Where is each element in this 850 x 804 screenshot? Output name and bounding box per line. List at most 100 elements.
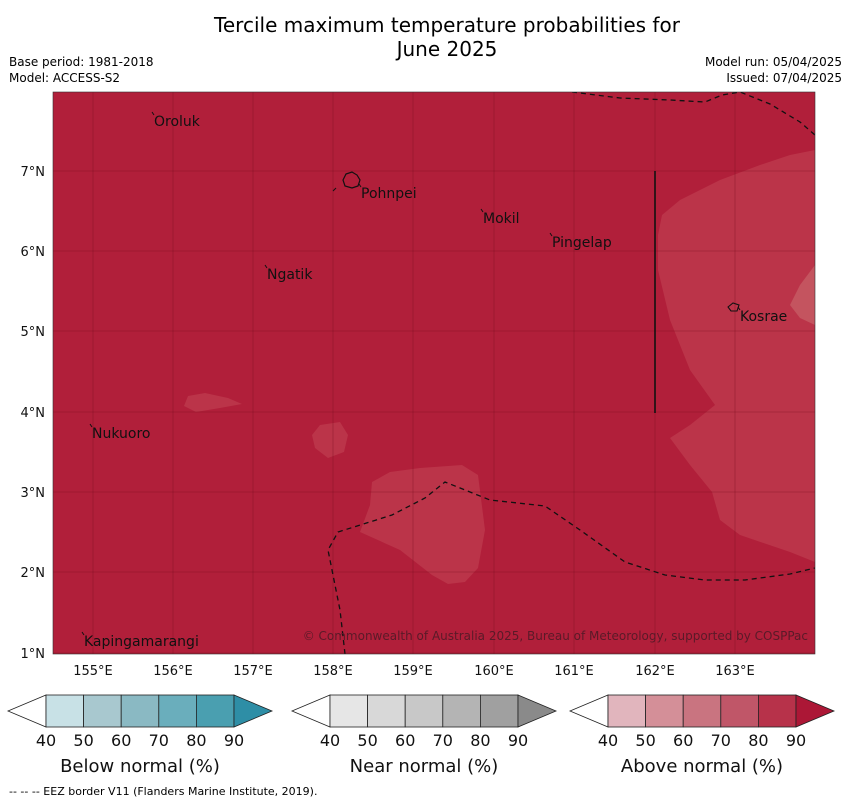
colorbar-tick-label: 80 (748, 731, 768, 750)
place-marker (81, 631, 85, 636)
longitude-tick-label: 163°E (715, 664, 755, 679)
longitude-tick-label: 159°E (393, 664, 433, 679)
place-marker (480, 208, 484, 213)
place-label: Mokil (483, 211, 520, 227)
colorbar-tick-label: 70 (149, 731, 169, 750)
latitude-tick-label: 1°N (21, 647, 46, 662)
colorbar-tick-label: 50 (635, 731, 655, 750)
eez-border-north (571, 92, 815, 136)
colorbar-tick-label: 80 (470, 731, 490, 750)
colorbar-label: Near normal (%) (350, 756, 499, 777)
colorbar-extend-high (517, 694, 558, 728)
latitude-tick-label: 6°N (21, 245, 46, 260)
colorbar: 40 50 60 70 80 90 Near normal (%) (290, 694, 558, 777)
colorbar-segment (158, 694, 197, 728)
copyright-notice: © Commonwealth of Australia 2025, Bureau… (303, 629, 808, 643)
colorbar-tick-label: 90 (508, 731, 528, 750)
latitude-tick-label: 4°N (21, 406, 46, 421)
pohnpei-island-shape (342, 171, 361, 189)
colorbar-tick-label: 50 (357, 731, 377, 750)
map-area: © Commonwealth of Australia 2025, Bureau… (53, 92, 815, 654)
probability-region-east (658, 150, 815, 562)
colorbar-tick-label: 40 (36, 731, 56, 750)
place-label: Kosrae (740, 309, 787, 325)
place-label: Oroluk (154, 114, 201, 130)
longitude-tick-label: 157°E (233, 664, 273, 679)
colorbar-segment (442, 694, 481, 728)
place-marker (358, 183, 362, 188)
meta-left: Base period: 1981-2018 Model: ACCESS-S2 (9, 54, 154, 86)
base-period: Base period: 1981-2018 (9, 55, 154, 69)
colorbar-tick-label: 60 (111, 731, 131, 750)
model-name: Model: ACCESS-S2 (9, 71, 121, 85)
eez-border-south (327, 481, 815, 654)
colorbar-tick-label: 60 (395, 731, 415, 750)
colorbar-segment (758, 694, 797, 728)
colorbar-tick-label: 80 (186, 731, 206, 750)
colorbar-segment (645, 694, 684, 728)
colorbar-tick-label: 50 (73, 731, 93, 750)
chart-title: Tercile maximum temperature probabilitie… (0, 13, 850, 61)
colorbar-segment (479, 694, 519, 728)
colorbar-tick-label: 90 (224, 731, 244, 750)
colorbar-extend-high (233, 694, 274, 728)
longitude-tick-label: 161°E (554, 664, 594, 679)
title-line-1: Tercile maximum temperature probabilitie… (214, 13, 680, 37)
colorbar-extend-low (290, 694, 331, 728)
place-marker (549, 232, 553, 237)
model-run: Model run: 05/04/2025 (704, 55, 842, 69)
latitude-tick-label: 2°N (21, 566, 46, 581)
colorbar-segment (720, 694, 759, 728)
colorbar-tick-label: 70 (433, 731, 453, 750)
place-label: Pingelap (552, 235, 612, 251)
issued-date: Issued: 07/04/2025 (726, 71, 842, 85)
colorbar-segment (83, 694, 122, 728)
probability-region-south (360, 465, 485, 584)
colorbar-extend-low (568, 694, 609, 728)
place-label: Ngatik (267, 267, 313, 283)
title-line-2: June 2025 (396, 37, 498, 61)
colorbar-tick-label: 90 (786, 731, 806, 750)
latitude-tick-label: 3°N (21, 486, 46, 501)
place-label: Nukuoro (92, 426, 150, 442)
place-label: Pohnpei (361, 186, 417, 202)
colorbar-segment (682, 694, 722, 728)
longitude-tick-label: 155°E (73, 664, 113, 679)
meta-right: Model run: 05/04/2025 Issued: 07/04/2025 (705, 54, 842, 86)
colorbar-label: Below normal (%) (60, 756, 220, 777)
probability-region-small-1 (312, 422, 348, 458)
latitude-tick-label: 7°N (21, 165, 46, 180)
colorbar-tick-label: 60 (673, 731, 693, 750)
colorbar-segment (329, 694, 368, 728)
colorbar-tick-label: 70 (711, 731, 731, 750)
colorbar-tick-label: 40 (320, 731, 340, 750)
map-frame (52, 91, 816, 655)
colorbar-segment (120, 694, 160, 728)
colorbar-extend-low (6, 694, 47, 728)
colorbar-extend-high (795, 694, 836, 728)
longitude-tick-label: 160°E (474, 664, 514, 679)
islet-mark (332, 187, 337, 192)
longitude-tick-label: 158°E (313, 664, 353, 679)
longitude-tick-label: 156°E (153, 664, 193, 679)
colorbar-segment (367, 694, 406, 728)
colorbar-segment (404, 694, 444, 728)
latitude-tick-label: 5°N (21, 325, 46, 340)
place-labels: Oroluk Pohnpei Mokil Pingelap Ngatik Kosrae Nu… (81, 111, 787, 650)
place-marker (264, 264, 268, 269)
place-label: Kapingamarangi (84, 634, 199, 650)
probability-region-east-inner (790, 265, 815, 325)
colorbar-label: Above normal (%) (621, 756, 783, 777)
longitude-tick-label: 162°E (635, 664, 675, 679)
colorbar-segment (195, 694, 235, 728)
colorbar-segment (45, 694, 84, 728)
colorbar-segment (607, 694, 646, 728)
place-marker (151, 111, 155, 116)
probability-region-small-2 (184, 393, 242, 412)
eez-footnote: -- -- -- EEZ border V11 (Flanders Marine… (9, 785, 318, 798)
kosrae-island-shape (727, 302, 740, 312)
